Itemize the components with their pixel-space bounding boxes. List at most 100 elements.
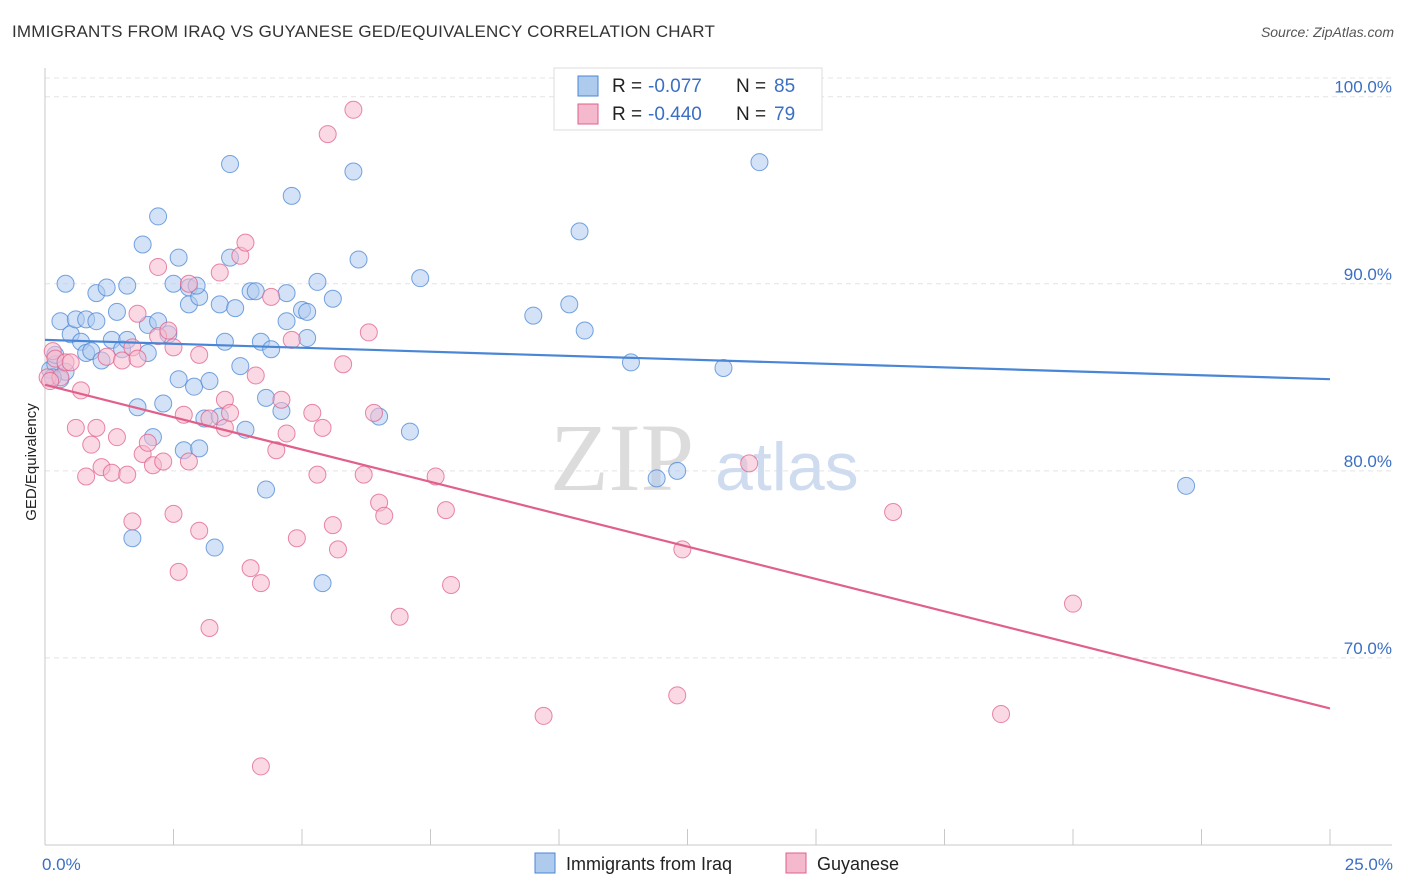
point-guyanese bbox=[87, 418, 106, 437]
point-iraq bbox=[277, 284, 296, 303]
point-iraq bbox=[200, 372, 219, 391]
point-iraq bbox=[210, 295, 229, 314]
point-iraq bbox=[169, 248, 188, 267]
point-iraq bbox=[257, 480, 276, 499]
point-guyanese bbox=[66, 418, 85, 437]
point-guyanese bbox=[190, 521, 209, 540]
point-iraq bbox=[308, 272, 327, 291]
point-iraq bbox=[621, 353, 640, 372]
legend-swatch-iraq bbox=[577, 75, 599, 97]
top-legend: R = -0.077 N = 85 R = -0.440 N = 79 bbox=[553, 67, 823, 131]
point-iraq bbox=[118, 276, 137, 295]
point-guyanese bbox=[82, 435, 101, 454]
bottom-legend-label-iraq: Immigrants from Iraq bbox=[566, 854, 732, 874]
point-iraq bbox=[164, 274, 183, 293]
legend-r-value-1: -0.077 bbox=[648, 76, 702, 97]
x-tick-label: 0.0% bbox=[42, 855, 81, 874]
point-iraq bbox=[154, 394, 173, 413]
point-iraq bbox=[97, 278, 116, 297]
point-guyanese bbox=[668, 686, 687, 705]
point-iraq bbox=[231, 357, 250, 376]
legend-n-value-2: 79 bbox=[774, 104, 795, 125]
point-iraq bbox=[87, 312, 106, 331]
point-guyanese bbox=[740, 454, 759, 473]
point-iraq bbox=[246, 282, 265, 301]
point-iraq bbox=[524, 306, 543, 325]
point-iraq bbox=[298, 302, 317, 321]
point-iraq bbox=[221, 155, 240, 174]
point-guyanese bbox=[118, 465, 137, 484]
point-iraq bbox=[107, 302, 126, 321]
point-guyanese bbox=[200, 618, 219, 637]
point-guyanese bbox=[154, 452, 173, 471]
point-guyanese bbox=[267, 441, 286, 460]
point-iraq bbox=[226, 299, 245, 318]
source-credit: Source: ZipAtlas.com bbox=[1260, 24, 1394, 40]
point-guyanese bbox=[164, 504, 183, 523]
point-guyanese bbox=[344, 100, 363, 119]
point-iraq bbox=[647, 469, 666, 488]
legend-n-label-2: N = bbox=[736, 104, 766, 125]
point-guyanese bbox=[251, 574, 270, 593]
point-guyanese bbox=[169, 562, 188, 581]
point-iraq bbox=[323, 289, 342, 308]
point-iraq bbox=[298, 329, 317, 348]
point-iraq bbox=[56, 274, 75, 293]
point-guyanese bbox=[77, 467, 96, 486]
bottom-legend-label-guyanese: Guyanese bbox=[817, 854, 899, 874]
point-guyanese bbox=[323, 516, 342, 535]
point-iraq bbox=[262, 340, 281, 359]
trend-line-guyanese bbox=[44, 383, 1331, 710]
legend-n-label-1: N = bbox=[736, 76, 766, 97]
point-guyanese bbox=[1064, 594, 1082, 613]
watermark: ZIP atlas bbox=[550, 404, 859, 511]
point-guyanese bbox=[354, 465, 373, 484]
point-guyanese bbox=[262, 287, 281, 306]
point-iraq bbox=[169, 370, 188, 389]
watermark-zip: ZIP bbox=[550, 404, 694, 511]
legend-r-label-1: R = bbox=[612, 76, 642, 97]
point-guyanese bbox=[308, 465, 327, 484]
point-iraq bbox=[215, 332, 234, 351]
point-iraq bbox=[400, 422, 419, 441]
point-guyanese bbox=[282, 330, 301, 349]
point-guyanese bbox=[534, 706, 553, 725]
point-guyanese bbox=[251, 757, 270, 776]
point-guyanese bbox=[272, 390, 291, 409]
point-guyanese bbox=[426, 467, 445, 486]
point-guyanese bbox=[364, 403, 383, 422]
legend-r-label-2: R = bbox=[612, 104, 642, 125]
point-guyanese bbox=[241, 559, 260, 578]
point-iraq bbox=[714, 358, 733, 377]
point-guyanese bbox=[246, 366, 265, 385]
point-guyanese bbox=[236, 233, 255, 252]
point-iraq bbox=[344, 162, 363, 181]
point-guyanese bbox=[375, 506, 394, 525]
trend-lines bbox=[44, 338, 1331, 710]
point-guyanese bbox=[287, 529, 306, 548]
point-guyanese bbox=[164, 338, 183, 357]
legend-n-value-1: 85 bbox=[774, 76, 795, 97]
point-iraq bbox=[313, 574, 332, 593]
point-guyanese bbox=[318, 125, 337, 144]
y-axis-title: GED/Equivalency bbox=[23, 403, 40, 521]
point-guyanese bbox=[436, 501, 455, 520]
point-iraq bbox=[1177, 476, 1196, 495]
point-guyanese bbox=[123, 512, 142, 531]
point-guyanese bbox=[179, 452, 198, 471]
legend-r-value-2: -0.440 bbox=[648, 104, 702, 125]
point-guyanese bbox=[128, 349, 147, 368]
point-guyanese bbox=[359, 323, 378, 342]
point-guyanese bbox=[97, 347, 116, 366]
point-guyanese bbox=[107, 428, 126, 447]
point-iraq bbox=[123, 529, 142, 548]
point-iraq bbox=[282, 186, 301, 205]
point-guyanese bbox=[334, 355, 353, 374]
point-iraq bbox=[411, 269, 430, 288]
trend-line-iraq bbox=[44, 338, 1331, 381]
point-guyanese bbox=[390, 607, 409, 626]
data-points bbox=[38, 100, 1196, 776]
point-iraq bbox=[205, 538, 224, 557]
y-tick-label: 90.0% bbox=[1344, 265, 1392, 284]
